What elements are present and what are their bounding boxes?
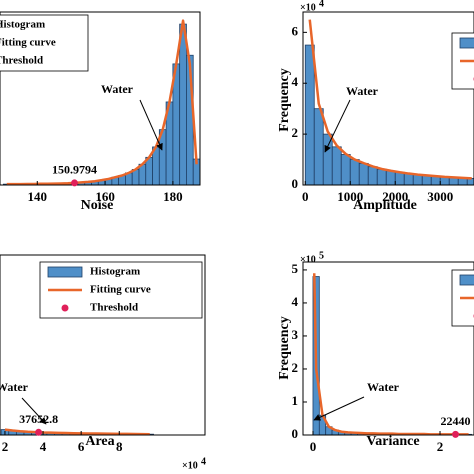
threshold-label: 22440 [441,414,471,428]
x-tick-label: 6 [78,439,85,454]
histogram-bar [322,133,333,185]
axes-frame [302,261,474,436]
annotation: Water [101,82,134,96]
fitting-curve [4,428,150,435]
legend-label: Fitting curve [90,284,151,296]
annotation-arrow [21,397,47,425]
axis-exponent: 5 [319,250,324,261]
x-axis-label: Amplitude [353,198,417,213]
plot-area [304,19,474,185]
x-tick-label: 3000 [427,189,453,204]
x-tick-label: 180 [163,189,183,204]
x-tick-label: 0 [310,439,317,454]
histogram-bar [385,170,396,185]
annotation-arrow [313,396,365,421]
annotation: Water [0,380,29,394]
histogram-bar [394,171,405,185]
histogram-bar [179,23,187,185]
legend-swatch [47,266,83,278]
subplot: 140 160 180 Noise Water 150.9794 Histogram Fitt… [0,11,201,213]
y-axis-label: Frequency [277,68,292,132]
axes-frame [302,11,474,186]
histogram-bar [412,174,423,185]
x-tick-label: 2000 [382,189,408,204]
x-axis-label: Area [85,434,114,449]
histogram-bar [358,162,369,185]
axis-exponent: 4 [319,0,324,9]
legend-label: Threshold [0,55,43,67]
fitting-curve [312,273,469,435]
histogram-bar [376,168,387,185]
x-tick-label: 2 [2,439,9,454]
axes-frame [0,254,206,436]
annotation-arrow [324,99,351,153]
annotation: Water [367,380,400,394]
axis-multiplier: ×10 [300,2,316,13]
x-tick-label: 8 [116,439,123,454]
x-tick-label: 4 [40,439,47,454]
subplot: 02012345VarianceFrequency×105Water22440H… [277,250,474,454]
legend-label: Fitting curve [0,37,56,49]
y-tick-label: 4 [292,294,299,309]
y-tick-label: 1 [292,393,299,408]
histogram-bar [304,44,315,185]
threshold-point [452,430,460,438]
x-tick-label: 160 [95,189,115,204]
histogram-bar [367,166,378,185]
plot-area [312,273,473,435]
histogram-bar [403,173,414,185]
y-tick-label: 2 [292,360,299,375]
axis-exponent: 4 [201,456,206,467]
x-tick-label: 2 [437,439,444,454]
axis-multiplier: ×10 [182,460,198,471]
x-tick-label: 0 [302,189,309,204]
axes-frame [0,11,201,186]
y-tick-label: 4 [292,74,299,89]
annotation: Water [346,84,379,98]
y-tick-label: 5 [292,261,299,276]
x-tick-label: 140 [28,189,48,204]
legend-swatch [459,274,474,286]
y-axis-label: Frequency [277,316,292,380]
y-tick-label: 2 [292,125,299,140]
histogram-bar [331,146,342,185]
threshold-label: 150.9794 [52,163,97,177]
legend-swatch [459,37,474,49]
histogram-bar [349,159,360,185]
threshold-point [35,428,43,436]
legend-label: Threshold [90,302,138,314]
x-axis-label: Variance [366,434,419,449]
legend-label: Histogram [90,266,140,278]
y-tick-label: 3 [292,327,299,342]
y-tick-label: 0 [292,426,299,441]
legend-box [0,14,89,72]
fitting-curve [6,19,198,185]
plot-area [0,428,154,435]
y-tick-label: 6 [292,23,299,38]
annotation-arrow [139,99,163,151]
threshold-point [71,179,79,187]
histogram-bar [340,154,351,185]
axis-multiplier: ×10 [300,254,316,265]
fitting-curve [308,19,472,180]
legend-label: Histogram [0,19,45,31]
x-tick-label: 1000 [337,189,363,204]
y-tick-label: 0 [292,176,299,191]
legend-swatch [61,304,69,312]
x-axis-label: Noise [81,198,114,213]
threshold-label: 37652.8 [19,412,58,426]
histogram-bar [313,108,324,185]
